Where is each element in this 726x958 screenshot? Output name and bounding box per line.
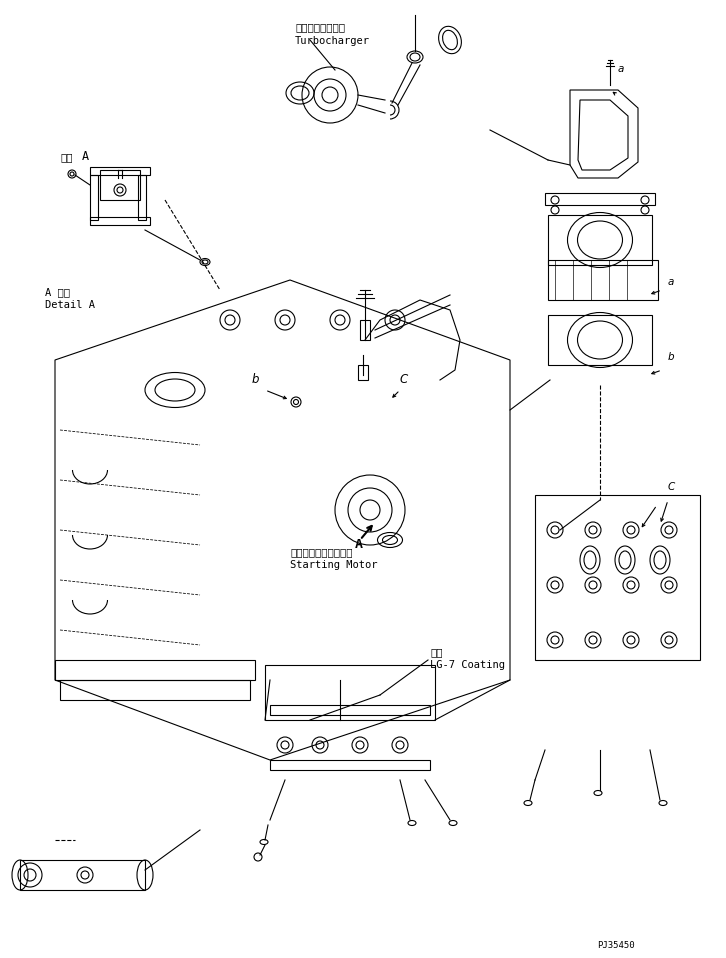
Bar [90,217,150,225]
Text: A: A [355,538,363,551]
Bar [90,175,98,220]
Text: 塗布: 塗布 [430,647,443,657]
Text: 詳細: 詳細 [60,152,73,162]
Bar [360,320,370,340]
Bar [55,660,255,680]
Bar [100,170,140,200]
Bar [548,315,652,365]
Bar [545,193,655,205]
Text: b: b [252,373,259,386]
Bar [358,365,368,380]
Text: ターボチャージャ: ターボチャージャ [295,22,345,32]
Bar [548,215,652,265]
Bar [60,680,250,700]
Text: PJ35450: PJ35450 [597,941,635,950]
Bar [270,705,430,715]
Text: a: a [618,64,624,74]
Bar [535,495,700,660]
Text: A: A [82,150,89,163]
Text: Detail A: Detail A [45,300,95,310]
Text: スターティングモータ: スターティングモータ [290,547,353,557]
Bar [270,760,430,770]
Bar [20,860,145,890]
Text: A 詳細: A 詳細 [45,287,70,297]
Bar [138,175,146,220]
Bar [90,167,150,175]
Text: LG-7 Coating: LG-7 Coating [430,660,505,670]
Text: Starting Motor: Starting Motor [290,560,378,570]
Text: C: C [400,373,408,386]
Text: Turbocharger: Turbocharger [295,36,370,46]
Text: C: C [668,482,675,492]
Bar [265,665,435,720]
Bar [548,260,658,300]
Text: a: a [668,277,674,287]
Text: b: b [668,352,674,362]
